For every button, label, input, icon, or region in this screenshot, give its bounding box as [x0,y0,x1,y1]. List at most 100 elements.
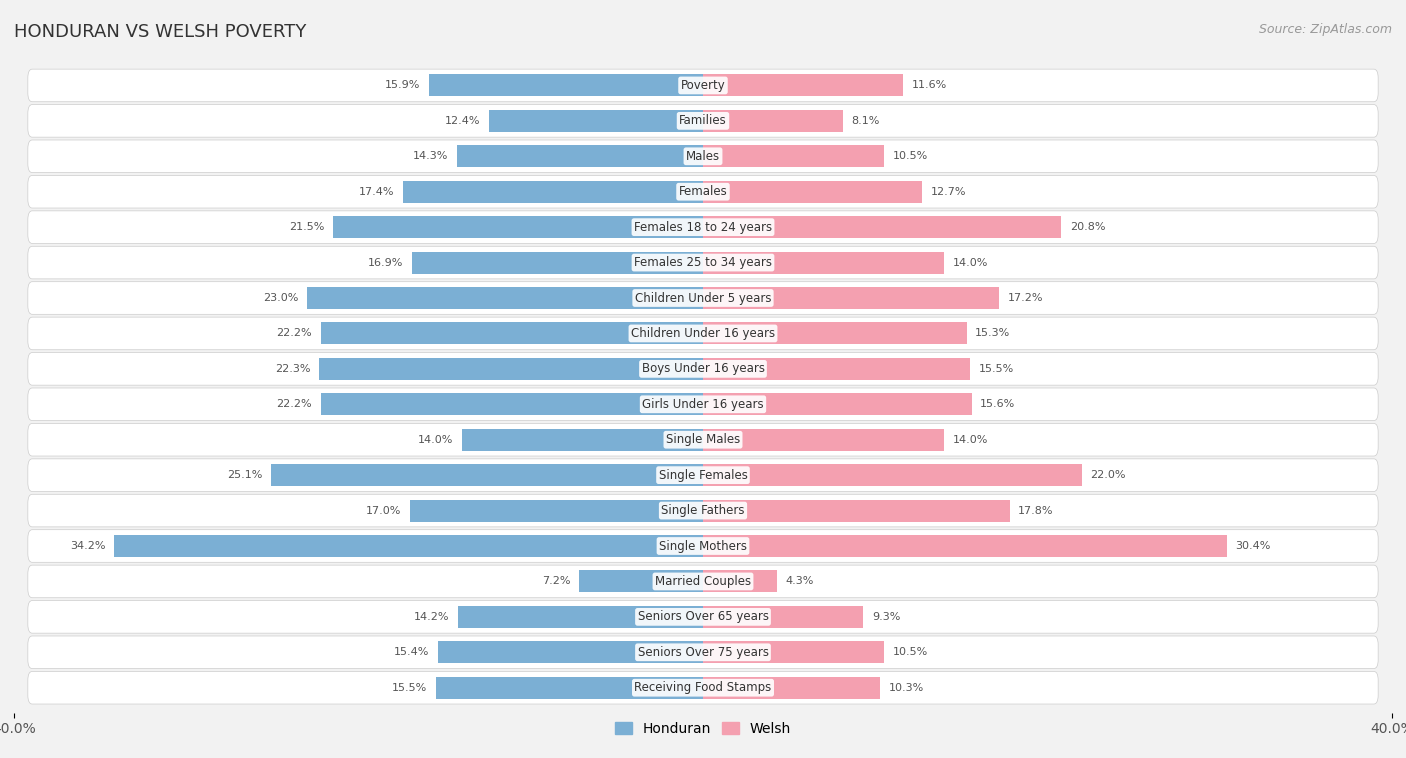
FancyBboxPatch shape [28,636,1378,669]
Bar [333,216,703,238]
Bar [703,535,1226,557]
Bar [437,641,703,663]
Text: 8.1%: 8.1% [851,116,880,126]
Text: 10.5%: 10.5% [893,152,928,161]
FancyBboxPatch shape [28,282,1378,315]
FancyBboxPatch shape [28,69,1378,102]
Bar [703,252,945,274]
Text: Boys Under 16 years: Boys Under 16 years [641,362,765,375]
Text: Females: Females [679,185,727,199]
FancyBboxPatch shape [28,140,1378,173]
Text: Single Fathers: Single Fathers [661,504,745,517]
Text: 16.9%: 16.9% [368,258,404,268]
Bar [703,180,922,202]
Bar [307,287,703,309]
Text: 15.6%: 15.6% [980,399,1015,409]
FancyBboxPatch shape [28,175,1378,208]
Text: Females 18 to 24 years: Females 18 to 24 years [634,221,772,233]
Bar [404,180,703,202]
Bar [703,110,842,132]
FancyBboxPatch shape [28,672,1378,704]
Legend: Honduran, Welsh: Honduran, Welsh [609,716,797,741]
Text: Children Under 5 years: Children Under 5 years [634,292,772,305]
Text: 12.4%: 12.4% [446,116,481,126]
Text: 21.5%: 21.5% [288,222,323,232]
Bar [703,429,945,451]
Bar [457,146,703,168]
Bar [412,252,703,274]
Text: 17.0%: 17.0% [366,506,402,515]
FancyBboxPatch shape [28,459,1378,491]
Bar [703,500,1010,522]
Bar [703,464,1083,486]
Bar [321,393,703,415]
Text: 17.2%: 17.2% [1008,293,1043,303]
Text: Males: Males [686,150,720,163]
Text: Seniors Over 75 years: Seniors Over 75 years [637,646,769,659]
Text: 14.2%: 14.2% [415,612,450,622]
Bar [319,358,703,380]
Bar [703,677,880,699]
Text: 10.5%: 10.5% [893,647,928,657]
Bar [703,146,884,168]
Bar [429,74,703,96]
Text: Source: ZipAtlas.com: Source: ZipAtlas.com [1258,23,1392,36]
Text: 15.4%: 15.4% [394,647,429,657]
Bar [411,500,703,522]
Text: 12.7%: 12.7% [931,186,966,197]
FancyBboxPatch shape [28,317,1378,349]
Text: Single Males: Single Males [666,434,740,446]
Text: Children Under 16 years: Children Under 16 years [631,327,775,340]
Text: 14.0%: 14.0% [418,435,453,445]
Text: 10.3%: 10.3% [889,683,924,693]
Text: 15.3%: 15.3% [976,328,1011,338]
Text: Poverty: Poverty [681,79,725,92]
Text: 17.8%: 17.8% [1018,506,1053,515]
Text: 15.5%: 15.5% [979,364,1014,374]
FancyBboxPatch shape [28,105,1378,137]
FancyBboxPatch shape [28,246,1378,279]
Text: 4.3%: 4.3% [786,576,814,587]
Bar [703,74,903,96]
FancyBboxPatch shape [28,494,1378,527]
Text: 14.0%: 14.0% [953,435,988,445]
Text: 22.3%: 22.3% [274,364,311,374]
Text: 22.2%: 22.2% [277,328,312,338]
Text: 20.8%: 20.8% [1070,222,1105,232]
Bar [703,358,970,380]
Text: 22.0%: 22.0% [1091,470,1126,480]
Text: 11.6%: 11.6% [911,80,946,90]
FancyBboxPatch shape [28,600,1378,633]
FancyBboxPatch shape [28,211,1378,243]
Text: 7.2%: 7.2% [541,576,571,587]
FancyBboxPatch shape [28,565,1378,598]
Bar [703,287,1000,309]
Text: 34.2%: 34.2% [70,541,105,551]
Bar [271,464,703,486]
Text: Receiving Food Stamps: Receiving Food Stamps [634,681,772,694]
FancyBboxPatch shape [28,352,1378,385]
Text: 14.0%: 14.0% [953,258,988,268]
Bar [114,535,703,557]
Text: Females 25 to 34 years: Females 25 to 34 years [634,256,772,269]
Bar [321,322,703,344]
Text: 30.4%: 30.4% [1236,541,1271,551]
Text: HONDURAN VS WELSH POVERTY: HONDURAN VS WELSH POVERTY [14,23,307,41]
Bar [703,641,884,663]
Bar [703,606,863,628]
Bar [436,677,703,699]
Text: Girls Under 16 years: Girls Under 16 years [643,398,763,411]
Text: 23.0%: 23.0% [263,293,298,303]
FancyBboxPatch shape [28,424,1378,456]
Text: 25.1%: 25.1% [226,470,262,480]
Text: 14.3%: 14.3% [413,152,449,161]
FancyBboxPatch shape [28,530,1378,562]
Bar [703,571,778,593]
Text: 9.3%: 9.3% [872,612,900,622]
Bar [489,110,703,132]
Bar [703,322,966,344]
Text: Married Couples: Married Couples [655,575,751,588]
Bar [461,429,703,451]
Bar [703,216,1062,238]
Text: 22.2%: 22.2% [277,399,312,409]
